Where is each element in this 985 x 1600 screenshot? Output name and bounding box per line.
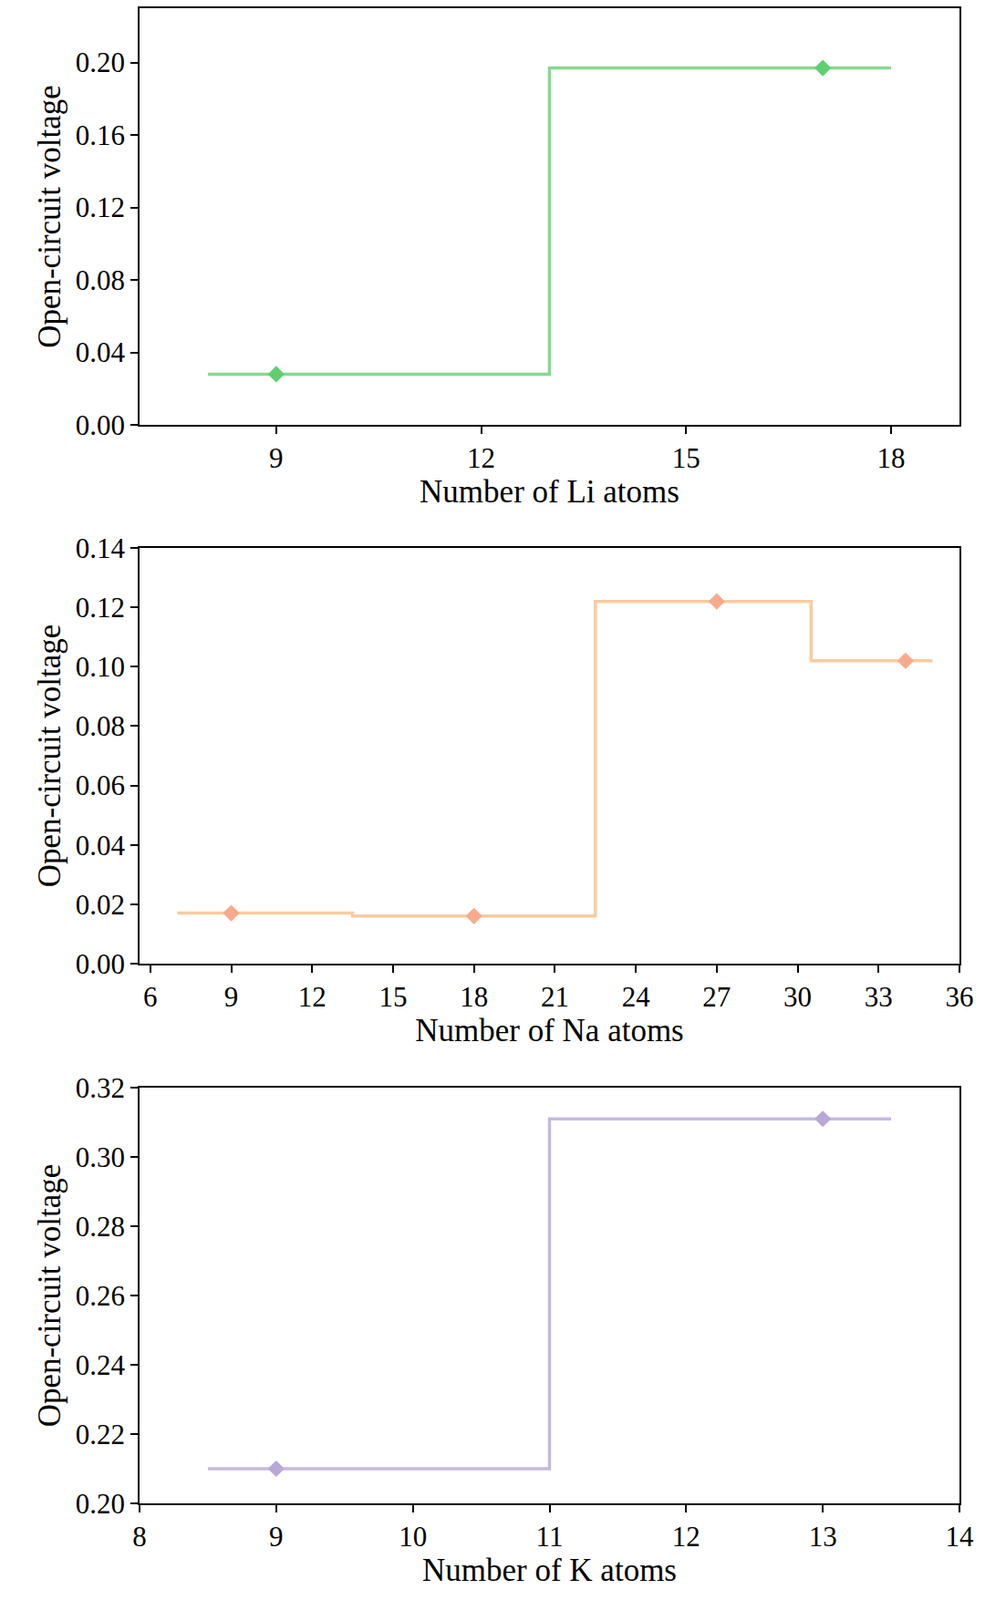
svg-text:11: 11 (536, 1521, 564, 1554)
svg-text:0.24: 0.24 (75, 1349, 126, 1382)
svg-text:0.00: 0.00 (75, 948, 125, 981)
svg-text:36: 36 (945, 981, 975, 1014)
svg-text:9: 9 (269, 442, 284, 475)
svg-text:0.02: 0.02 (75, 889, 125, 922)
svg-text:24: 24 (622, 981, 652, 1014)
svg-text:0.16: 0.16 (75, 119, 125, 152)
svg-text:9: 9 (224, 981, 239, 1014)
svg-text:15: 15 (378, 981, 407, 1014)
svg-text:Open-circuit voltage: Open-circuit voltage (31, 84, 68, 349)
svg-text:0.04: 0.04 (75, 829, 126, 862)
svg-text:0.08: 0.08 (75, 710, 125, 743)
svg-text:0.22: 0.22 (75, 1419, 125, 1452)
svg-text:12: 12 (672, 1521, 701, 1554)
svg-text:15: 15 (672, 442, 701, 475)
svg-text:18: 18 (877, 442, 906, 475)
svg-text:0.30: 0.30 (75, 1141, 125, 1174)
svg-text:12: 12 (466, 442, 496, 475)
svg-text:14: 14 (945, 1521, 975, 1554)
svg-text:0.06: 0.06 (75, 769, 125, 802)
svg-text:6: 6 (143, 981, 158, 1014)
svg-text:Open-circuit voltage: Open-circuit voltage (31, 1164, 68, 1429)
svg-text:9: 9 (269, 1521, 284, 1554)
svg-text:0.32: 0.32 (75, 1072, 125, 1105)
svg-text:0.20: 0.20 (75, 46, 125, 79)
svg-text:0.26: 0.26 (75, 1280, 125, 1313)
svg-text:12: 12 (298, 981, 327, 1014)
svg-text:0.28: 0.28 (75, 1211, 125, 1244)
svg-text:10: 10 (398, 1521, 427, 1554)
svg-text:18: 18 (459, 981, 488, 1014)
svg-text:30: 30 (783, 981, 812, 1014)
svg-text:0.12: 0.12 (75, 191, 125, 224)
svg-text:0.10: 0.10 (75, 651, 125, 684)
svg-text:0.20: 0.20 (75, 1488, 125, 1521)
svg-text:0.00: 0.00 (75, 409, 125, 442)
svg-text:0.08: 0.08 (75, 264, 125, 297)
svg-text:Number of K atoms: Number of K atoms (422, 1553, 677, 1589)
svg-text:0.04: 0.04 (75, 336, 126, 369)
svg-text:8: 8 (132, 1521, 147, 1554)
svg-text:Open-circuit voltage: Open-circuit voltage (31, 624, 68, 889)
svg-text:0.12: 0.12 (75, 591, 125, 624)
svg-text:33: 33 (864, 981, 893, 1014)
svg-text:21: 21 (540, 981, 570, 1014)
svg-text:13: 13 (808, 1521, 838, 1554)
svg-text:27: 27 (702, 981, 731, 1014)
svg-text:0.14: 0.14 (75, 532, 126, 565)
svg-text:Number of Na atoms: Number of Na atoms (414, 1013, 685, 1049)
svg-text:Number of Li atoms: Number of Li atoms (419, 474, 680, 510)
